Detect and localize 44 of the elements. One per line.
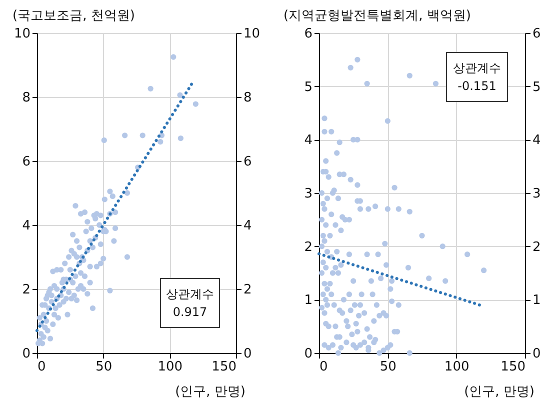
y-tick-label: 3	[304, 186, 312, 202]
y2-tick-label: 8	[244, 90, 252, 106]
y-tick-label: 8	[22, 90, 30, 106]
annotation: 0.917	[172, 304, 208, 321]
text-box: 상관계수 -0.151	[446, 52, 508, 102]
y2-tick-label: 5	[532, 80, 541, 95]
y2-tick-label: 0	[532, 346, 541, 362]
y-axis-title: (지역균형발전특별회계, 백억원)	[284, 8, 471, 24]
y-tick-label: 6	[22, 154, 30, 170]
y2-tick-label: 1	[532, 293, 541, 308]
y2-tick-label: 3	[532, 186, 541, 202]
x-tick-label: 50	[380, 360, 396, 374]
text-box: 상관계수 0.917	[160, 278, 220, 328]
y2-tick-label: 4	[244, 218, 252, 234]
y2-tick-label: 2	[244, 282, 252, 298]
x-tick-label: 100	[444, 360, 470, 374]
x-tick-label: 150	[212, 360, 236, 374]
y2-tick-label: 0	[244, 346, 252, 362]
y2-tick-label: 6	[532, 26, 541, 42]
x-tick-label: 100	[158, 360, 183, 374]
y-tick-label: 0	[22, 346, 30, 362]
x-axis-title: (인구, 만명)	[464, 384, 534, 400]
y-tick-label: 4	[304, 133, 312, 148]
y-tick-label: 0	[304, 346, 312, 362]
x-tick-label: 0	[320, 360, 328, 374]
x-tick-label: 50	[96, 360, 112, 374]
annotation: 상관계수	[166, 286, 214, 303]
y-tick-label: 2	[22, 282, 30, 298]
y-tick-label: 2	[304, 240, 312, 255]
y2-tick-label: 4	[532, 133, 541, 148]
y2-tick-label: 2	[532, 240, 541, 255]
y-tick-label: 10	[14, 26, 30, 42]
y-axis-title: (국고보조금, 천억원)	[12, 8, 135, 24]
y-tick-label: 4	[22, 218, 30, 234]
y-tick-label: 5	[304, 80, 312, 95]
annotation: -0.151	[456, 78, 498, 95]
x-tick-label: 0	[38, 360, 46, 374]
y-tick-label: 1	[304, 293, 312, 308]
x-axis-title: (인구, 만명)	[175, 384, 246, 400]
y2-tick-label: 6	[244, 154, 252, 170]
y2-tick-label: 10	[244, 26, 260, 42]
annotation: 상관계수	[452, 60, 502, 77]
x-tick-label: 150	[500, 360, 526, 374]
y-tick-label: 6	[304, 26, 312, 42]
